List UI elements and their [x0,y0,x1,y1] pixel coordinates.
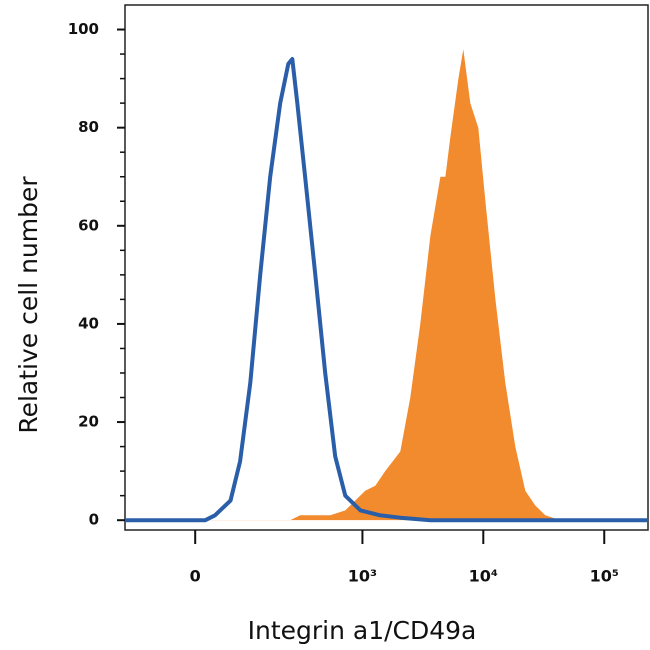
x-tick-label: 10⁵ [590,567,619,586]
y-tick-label: 0 [89,511,99,529]
y-tick-label: 20 [78,413,99,431]
y-tick-label: 100 [68,20,99,38]
x-tick-label: 0 [190,567,201,586]
area [125,49,648,521]
y-axis-title: Relative cell number [14,176,43,434]
x-tick-label: 10⁴ [469,567,498,586]
x-axis-title: Integrin a1/CD49a [248,616,477,645]
y-tick-label: 80 [78,118,99,136]
y-tick-label: 40 [78,314,99,332]
plot-frame [124,4,649,531]
line [125,57,648,523]
x-tick-label: 10³ [348,567,377,586]
y-tick-label: 60 [78,216,99,234]
